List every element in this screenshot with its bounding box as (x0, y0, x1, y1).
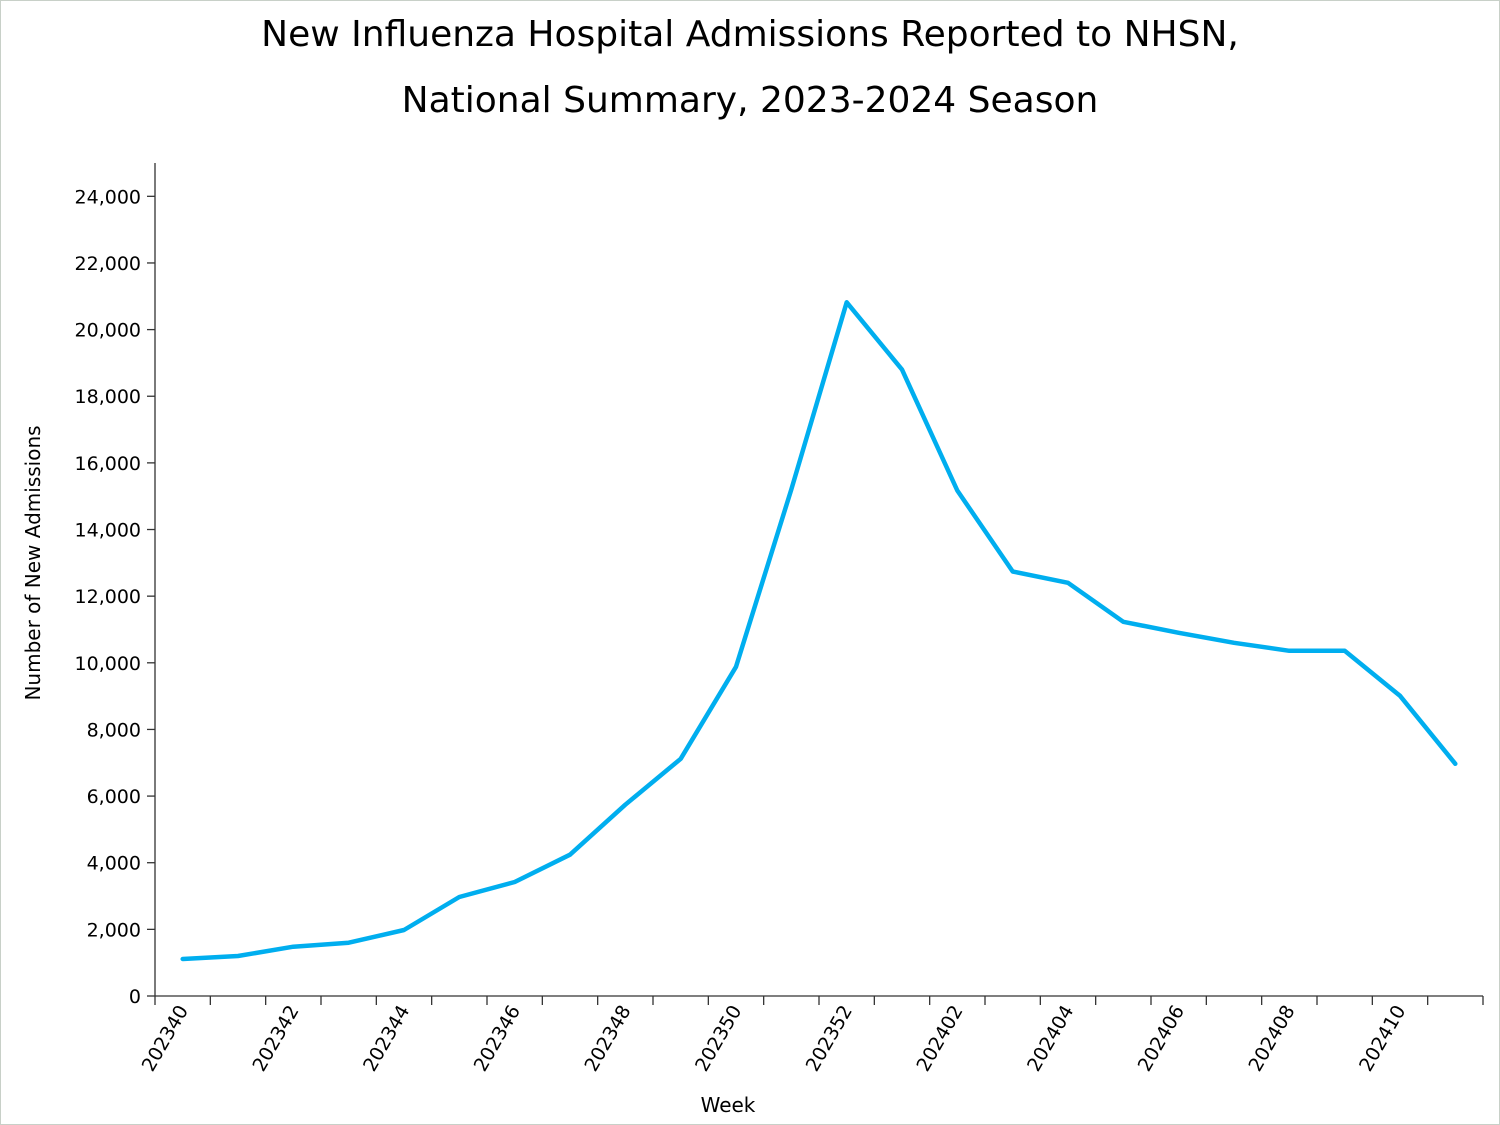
y-tick-label: 4,000 (87, 853, 141, 875)
x-tick-label: 202350 (691, 1002, 746, 1076)
x-tick-label: 202408 (1244, 1002, 1299, 1076)
chart-title-line-2: National Summary, 2023-2024 Season (401, 80, 1099, 121)
series-line (180, 300, 1458, 962)
x-tick-label: 202342 (248, 1002, 303, 1076)
x-tick-label: 202352 (802, 1002, 857, 1076)
x-axis-title: Week (701, 1093, 756, 1117)
y-tick-label: 10,000 (75, 653, 141, 675)
y-tick-label: 8,000 (87, 719, 141, 741)
y-tick-label: 0 (129, 986, 141, 1008)
x-tick-label: 202340 (138, 1002, 193, 1076)
x-tick-label: 202404 (1023, 1002, 1078, 1076)
y-tick-label: 18,000 (75, 386, 141, 408)
y-tick-label: 16,000 (75, 453, 141, 475)
x-tick-label: 202348 (580, 1002, 635, 1076)
y-axis-title: Number of New Admissions (21, 425, 45, 700)
x-tick-label: 202406 (1134, 1002, 1189, 1076)
y-tick-label: 24,000 (75, 186, 141, 208)
x-tick-label: 202346 (470, 1002, 525, 1076)
y-tick-label: 6,000 (87, 786, 141, 808)
y-tick-label: 22,000 (75, 253, 141, 275)
chart-title-line-1: New Influenza Hospital Admissions Report… (261, 14, 1239, 55)
x-tick-label: 202344 (359, 1002, 414, 1076)
y-tick-label: 2,000 (87, 919, 141, 941)
x-tick-label: 202402 (912, 1001, 967, 1075)
y-tick-label: 20,000 (75, 320, 141, 342)
y-tick-label: 14,000 (75, 520, 141, 542)
x-tick-label: 202410 (1355, 1002, 1410, 1076)
y-tick-label: 12,000 (75, 586, 141, 608)
